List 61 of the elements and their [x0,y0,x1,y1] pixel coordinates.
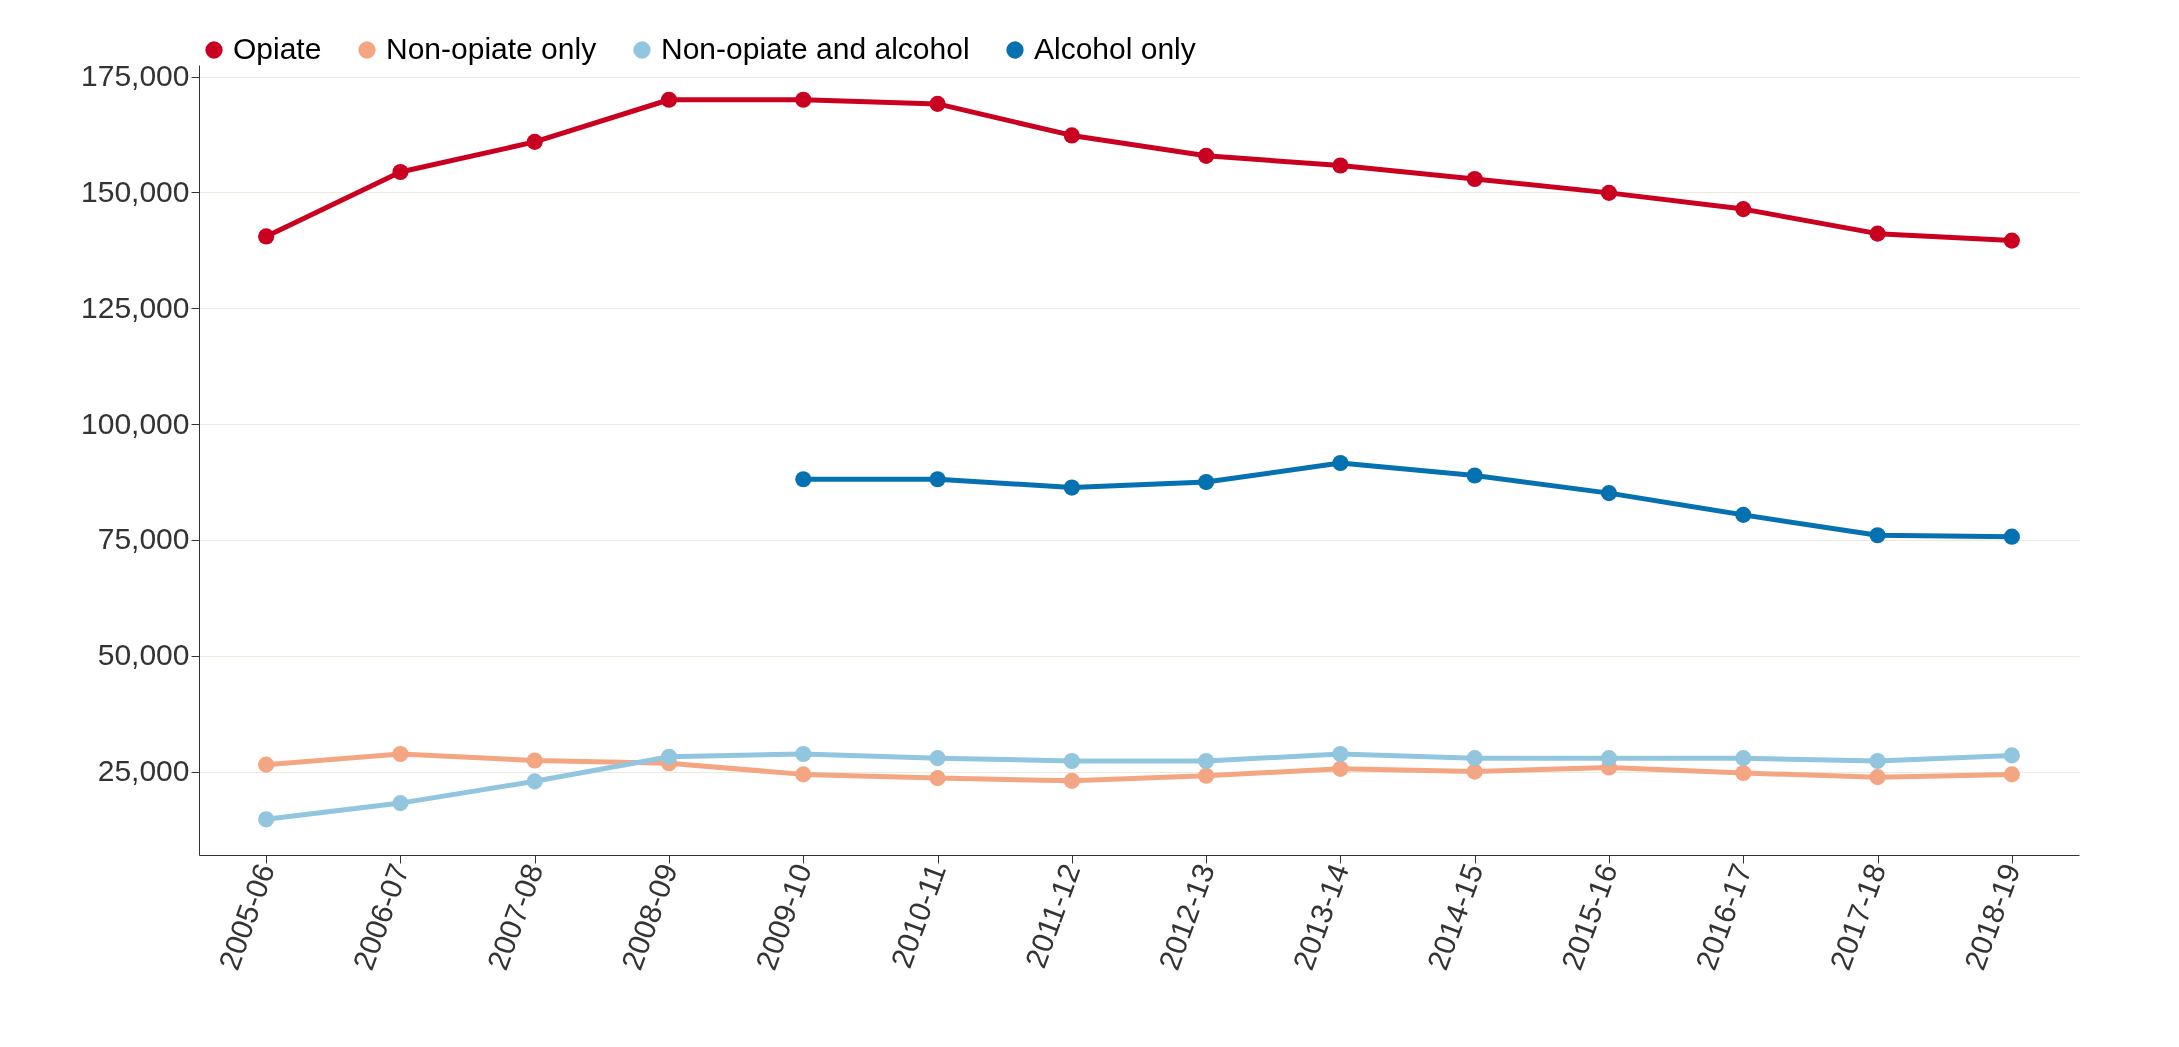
point [1869,225,1886,242]
point [1735,750,1752,767]
y-tick-label: 75,000 [97,522,190,556]
point [1869,769,1886,786]
point [1735,764,1752,782]
point [2003,766,2020,783]
point [929,95,946,112]
point [392,745,409,763]
point [258,811,275,828]
point [660,91,678,108]
point [929,770,946,787]
point [1332,745,1349,763]
point [2003,232,2020,249]
point [1466,170,1483,188]
legend-label: Non-opiate only [386,32,597,65]
point [1063,752,1080,769]
point [795,91,812,108]
point [1198,752,1215,769]
point [1332,454,1349,472]
y-tick-label: 100,000 [81,406,190,440]
point [795,766,812,783]
point [1600,750,1618,767]
point [2003,528,2020,545]
point [2003,747,2020,764]
point [392,795,409,812]
point [1735,201,1752,218]
point [1332,157,1349,174]
point [1063,772,1080,789]
legend-label: Alcohol only [1034,32,1196,65]
point [1198,147,1215,164]
y-tick-label: 50,000 [97,638,190,672]
point [526,133,543,150]
point [1198,473,1215,491]
point [929,750,946,767]
point [1466,750,1483,767]
point [1466,467,1483,484]
point [795,471,812,488]
point [1600,184,1618,201]
legend-label: Non-opiate and alcohol [661,32,970,65]
point [660,748,678,765]
point [1466,763,1483,780]
point [1600,485,1618,502]
point [258,756,275,773]
point [1332,760,1349,777]
legend-label: Opiate [233,32,322,65]
y-tick-label: 150,000 [81,174,190,208]
point [1869,527,1886,544]
point [1735,506,1752,523]
point [258,228,275,245]
point [1198,767,1215,784]
point [929,471,946,488]
point [526,773,543,790]
point [1063,479,1080,496]
point [392,163,409,181]
point [1063,127,1080,144]
point [526,752,543,769]
y-tick-label: 25,000 [97,754,190,788]
point [795,745,812,763]
y-tick-label: 125,000 [81,290,190,324]
point [1869,752,1886,769]
y-tick-label: 175,000 [81,59,190,93]
